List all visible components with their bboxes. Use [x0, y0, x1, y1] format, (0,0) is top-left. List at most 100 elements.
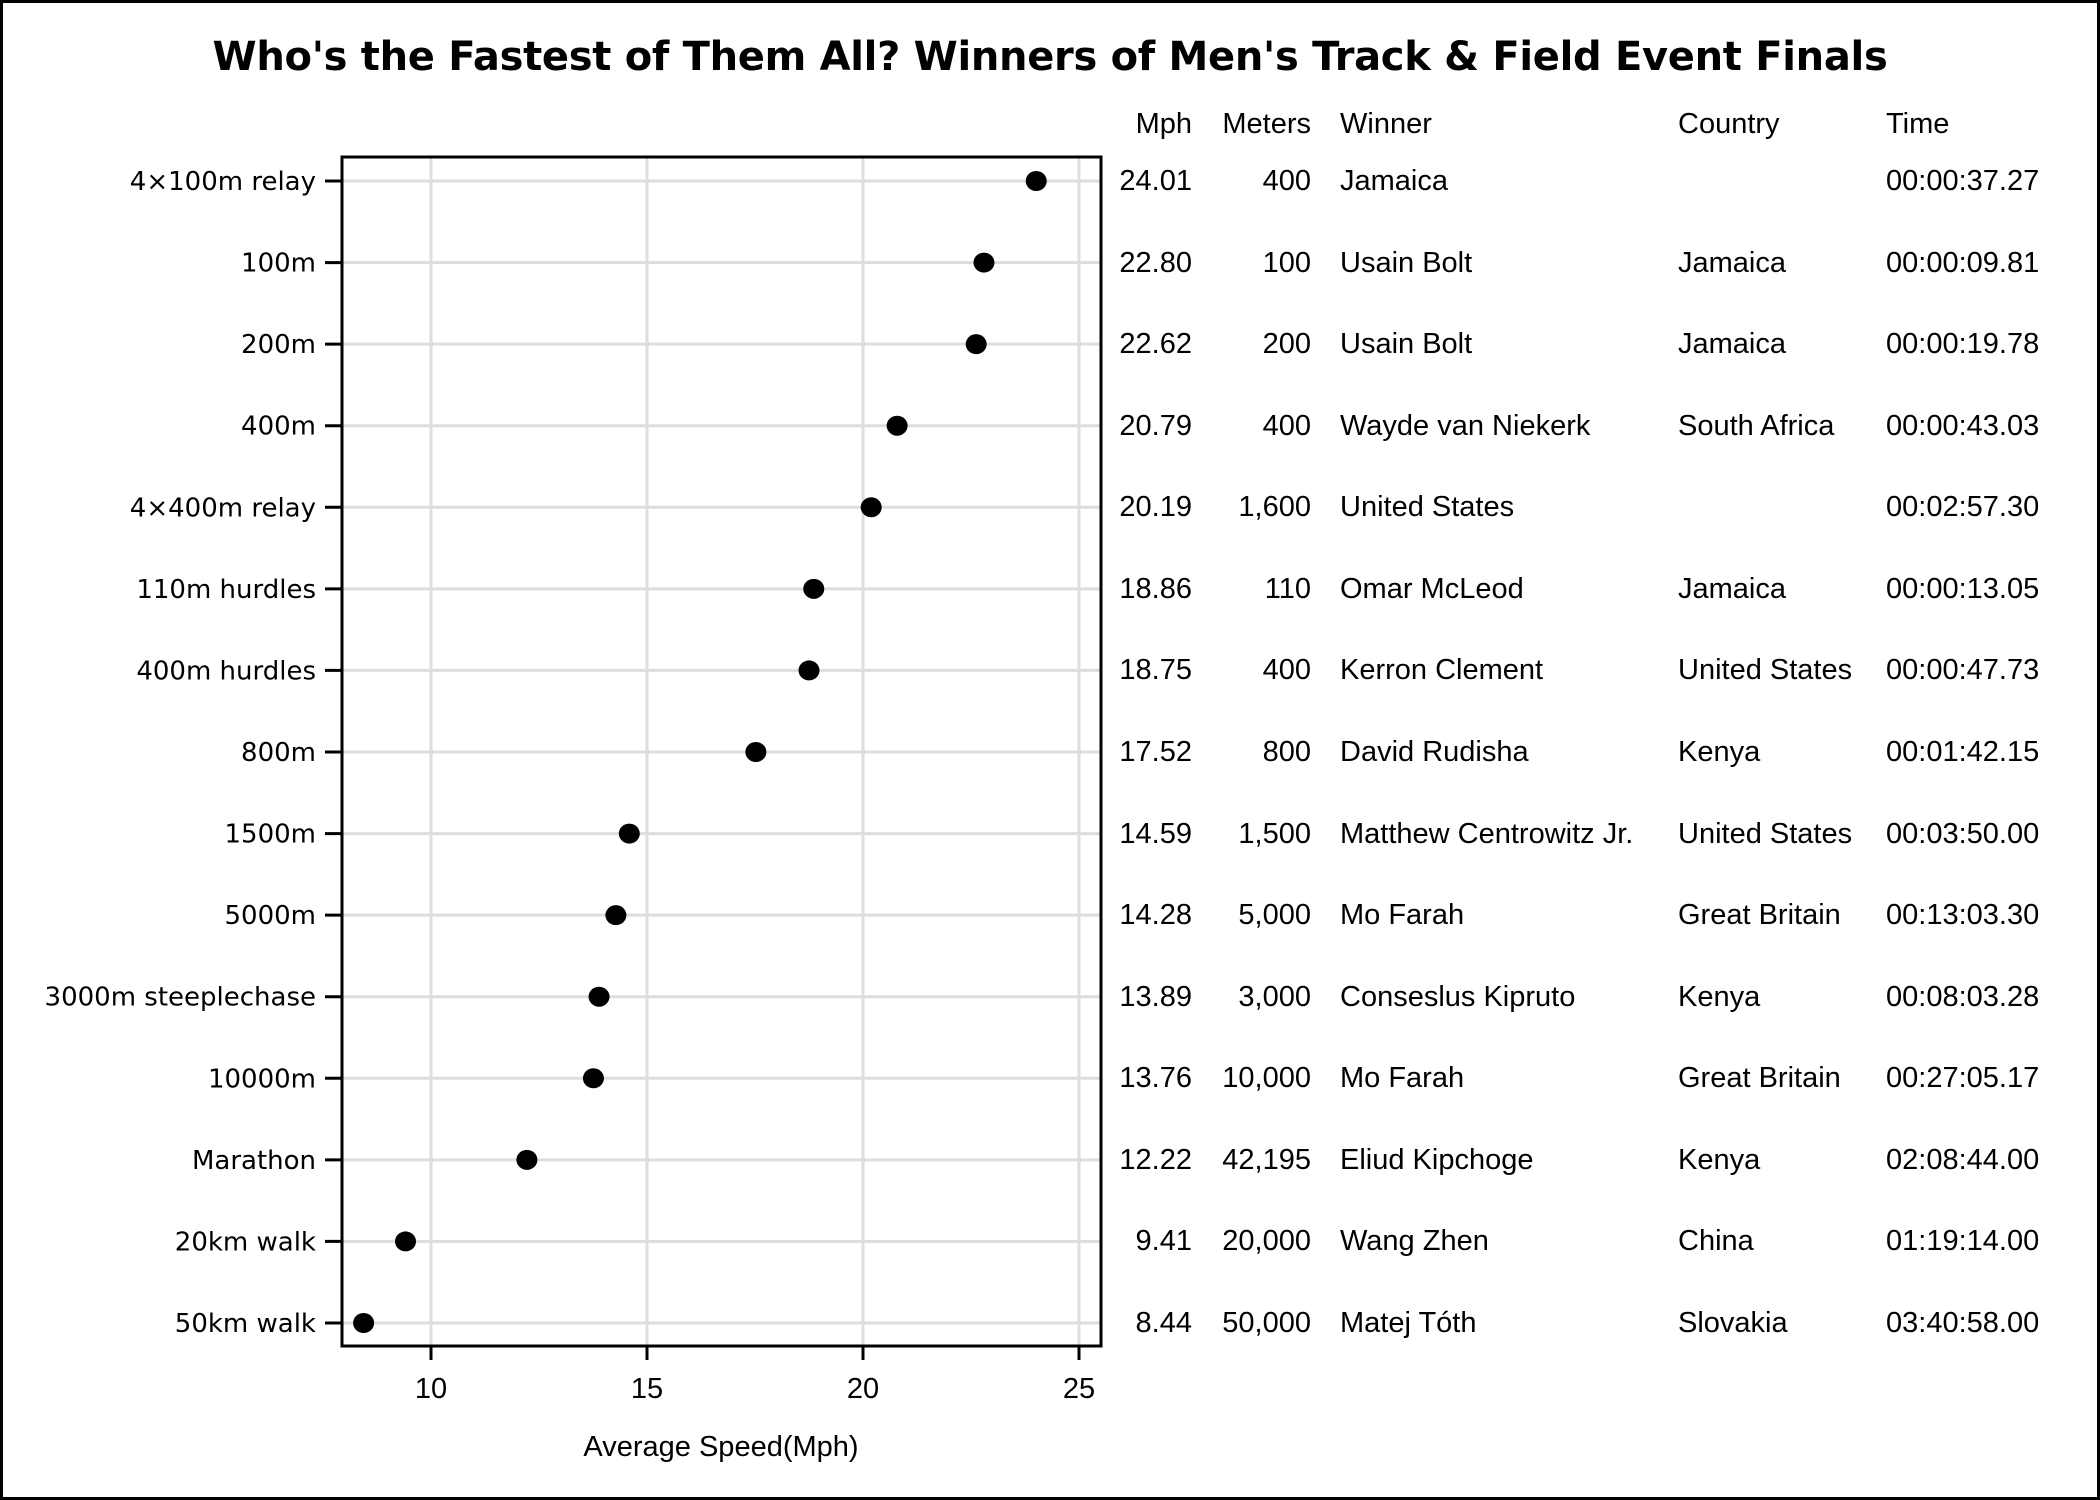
- data-point: [973, 252, 995, 273]
- data-point: [395, 1231, 417, 1252]
- table-cell-winner: Matthew Centrowitz Jr.: [1340, 817, 1634, 850]
- table-cell-winner: Matej Tóth: [1340, 1307, 1477, 1339]
- data-point: [965, 334, 987, 355]
- table-cell-winner: Eliud Kipchoge: [1340, 1143, 1534, 1176]
- header-country: Country: [1678, 108, 1780, 140]
- table-cell-meters: 50,000: [1222, 1307, 1311, 1339]
- y-tick-label: Marathon: [192, 1146, 316, 1176]
- table-cell-time: 00:27:05.17: [1886, 1062, 2040, 1095]
- table-cell-meters: 5,000: [1238, 899, 1311, 932]
- table-cell-mph: 22.80: [1119, 246, 1192, 279]
- table-cell-winner: Wayde van Niekerk: [1340, 409, 1591, 442]
- data-point: [1025, 171, 1047, 191]
- table-cell-meters: 400: [1262, 654, 1311, 687]
- table-cell-winner: Jamaica: [1340, 165, 1448, 197]
- table-cell-mph: 22.62: [1119, 328, 1192, 361]
- table-cell-mph: 14.59: [1119, 817, 1192, 850]
- header-time: Time: [1886, 108, 1950, 140]
- table-cell-time: 00:00:09.81: [1886, 246, 2040, 279]
- y-tick-label: 10000m: [208, 1064, 316, 1094]
- table-cell-country: Jamaica: [1678, 246, 1786, 279]
- table-cell-winner: United States: [1340, 491, 1515, 524]
- table-cell-meters: 400: [1262, 165, 1311, 197]
- y-tick-label: 400m: [241, 412, 316, 442]
- table-cell-country: Great Britain: [1678, 899, 1841, 932]
- y-axis: 4×100m relay 100m 200m 400m 4×400m relay 110m…: [45, 167, 342, 1339]
- table-cell-time: 02:08:44.00: [1886, 1143, 2040, 1176]
- data-point: [582, 1068, 604, 1089]
- y-tick-label: 5000m: [225, 901, 317, 931]
- table-cell-winner: Usain Bolt: [1340, 328, 1473, 361]
- x-tick-label: 20: [847, 1373, 879, 1405]
- table-cell-meters: 110: [1264, 572, 1311, 605]
- y-tick-label: 50km walk: [175, 1309, 316, 1339]
- table-cell-meters: 200: [1262, 328, 1311, 361]
- y-tick-label: 1500m: [225, 820, 317, 850]
- table-cell-mph: 18.75: [1119, 654, 1192, 687]
- header-winner: Winner: [1340, 108, 1432, 140]
- table-cell-time: 00:01:42.15: [1886, 736, 2040, 768]
- table-cell-winner: Mo Farah: [1340, 1062, 1465, 1095]
- data-point: [798, 660, 820, 681]
- chart-title: Who's the Fastest of Them All? Winners o…: [212, 34, 1888, 80]
- table-cell-country: United States: [1678, 817, 1853, 850]
- x-axis: 10 15 20 25: [415, 1346, 1095, 1405]
- table-cell-time: 03:40:58.00: [1886, 1307, 2040, 1339]
- table-cell-mph: 17.52: [1119, 736, 1192, 768]
- table-cell-mph: 18.86: [1119, 572, 1192, 605]
- data-point: [353, 1313, 375, 1333]
- data-point: [745, 742, 767, 762]
- table-cell-country: Jamaica: [1678, 328, 1786, 361]
- data-point: [803, 578, 825, 599]
- table-cell-time: 00:03:50.00: [1886, 817, 2040, 850]
- table-cell-mph: 20.19: [1119, 491, 1192, 524]
- table-cell-time: 00:00:19.78: [1886, 328, 2040, 361]
- table-cell-country: Kenya: [1678, 980, 1761, 1013]
- table-cell-winner: Mo Farah: [1340, 899, 1465, 932]
- table-cell-mph: 9.41: [1135, 1225, 1192, 1258]
- table-cell-country: Slovakia: [1678, 1307, 1788, 1339]
- table-cell-time: 00:00:13.05: [1886, 572, 2040, 605]
- data-point: [618, 823, 640, 844]
- x-tick-label: 10: [415, 1373, 447, 1405]
- table-cell-mph: 13.76: [1119, 1062, 1192, 1095]
- table-cell-winner: Omar McLeod: [1340, 572, 1524, 605]
- table-cell-time: 00:13:03.30: [1886, 899, 2040, 932]
- data-point: [516, 1149, 538, 1170]
- table-cell-country: Kenya: [1678, 736, 1761, 768]
- table-cell-winner: Usain Bolt: [1340, 246, 1473, 279]
- y-tick-label: 20km walk: [175, 1227, 316, 1257]
- table-cell-mph: 8.44: [1135, 1307, 1192, 1339]
- table-cell-time: 00:08:03.28: [1886, 980, 2040, 1013]
- y-tick-label: 4×100m relay: [130, 167, 316, 197]
- y-tick-label: 4×400m relay: [130, 493, 316, 523]
- data-point: [886, 415, 908, 436]
- y-tick-label: 3000m steeplechase: [45, 983, 316, 1013]
- table-cell-mph: 13.89: [1119, 980, 1192, 1013]
- table-cell-country: Jamaica: [1678, 572, 1786, 605]
- table-cell-mph: 14.28: [1119, 899, 1192, 932]
- x-tick-label: 15: [631, 1373, 663, 1405]
- table-cell-country: Great Britain: [1678, 1062, 1841, 1095]
- table-cell-time: 00:00:37.27: [1886, 165, 2040, 197]
- table-cell-meters: 1,500: [1238, 817, 1311, 850]
- y-tick-label: 800m: [241, 738, 316, 768]
- gridlines: [342, 157, 1101, 1346]
- table-cell-time: 01:19:14.00: [1886, 1225, 2040, 1258]
- y-tick-label: 200m: [241, 330, 316, 360]
- table-cell-time: 00:00:47.73: [1886, 654, 2040, 687]
- table-cell-meters: 10,000: [1222, 1062, 1311, 1095]
- x-axis-label: Average Speed(Mph): [583, 1431, 858, 1463]
- table-cell-winner: Conseslus Kipruto: [1340, 980, 1576, 1013]
- table-cell-country: Kenya: [1678, 1143, 1761, 1176]
- table-cell-winner: David Rudisha: [1340, 736, 1529, 768]
- data-markers: [353, 171, 1047, 1333]
- table-cell-meters: 42,195: [1222, 1143, 1311, 1176]
- data-point: [605, 905, 627, 926]
- data-point: [588, 986, 610, 1007]
- table-cell-country: United States: [1678, 654, 1853, 687]
- table-cell-meters: 3,000: [1238, 980, 1311, 1013]
- y-tick-label: 100m: [241, 249, 316, 279]
